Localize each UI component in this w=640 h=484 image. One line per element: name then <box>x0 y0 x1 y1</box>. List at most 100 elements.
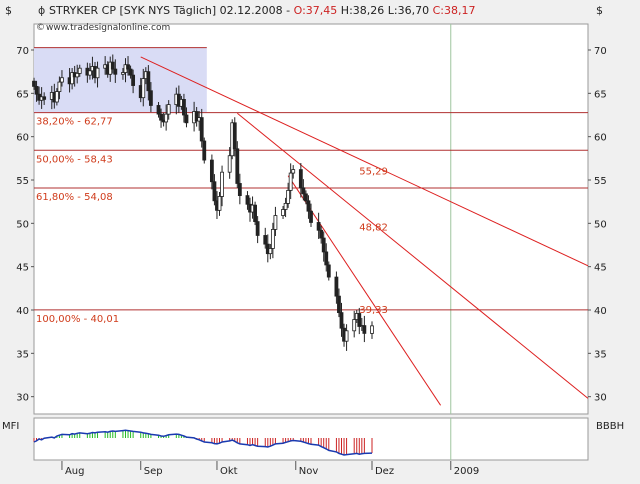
y-tick-label-left: 30 <box>16 393 29 404</box>
candle-body <box>319 229 324 239</box>
candle-body <box>362 325 367 334</box>
fib-label: 50,00% - 58,43 <box>36 154 113 165</box>
trend-label: 55,29 <box>359 166 388 177</box>
fibonacci-layer: 38,20% - 62,77 50,00% - 58,43 61,80% - 54,… <box>34 112 588 325</box>
candle-body <box>306 200 311 212</box>
candle-body <box>321 237 326 253</box>
indicator-label-left: MFI <box>2 421 19 432</box>
trend-label: 39,33 <box>359 305 388 316</box>
y-tick-label-right: 45 <box>594 263 607 274</box>
candle-body <box>326 264 331 278</box>
candle-body <box>316 222 321 231</box>
candle-body <box>166 104 171 115</box>
candles-layer <box>32 54 374 351</box>
candle-body <box>253 204 257 222</box>
candle-body <box>304 193 308 202</box>
candle-body <box>270 228 275 249</box>
candle-body <box>110 61 115 70</box>
candle-body <box>128 68 133 76</box>
candle-body <box>141 78 146 99</box>
candle-body <box>32 80 36 87</box>
header-low: L:36,70 <box>384 4 429 17</box>
y-tick-label-left: 45 <box>16 263 29 274</box>
grid-layer <box>31 24 591 460</box>
candle-body <box>42 96 47 100</box>
currency-right: $ <box>596 4 603 17</box>
x-month-label: Nov <box>299 466 319 477</box>
candle-body <box>339 312 344 329</box>
candle-body <box>212 181 217 202</box>
y-tick-label-left: 65 <box>16 89 29 100</box>
candle-body <box>232 122 237 150</box>
header-title: STRYKER CP [SYK NYS Täglich] 02.12.2008 … <box>49 4 294 17</box>
y-tick-label-right: 35 <box>594 349 607 360</box>
mfi-line <box>33 429 373 456</box>
candle-body <box>156 105 161 115</box>
trendline-layer: 55,29 48,82 39,33 <box>140 56 588 406</box>
candle-body <box>121 72 125 75</box>
header-high: H:38,26 <box>337 4 384 17</box>
x-month-label: Sep <box>144 466 163 477</box>
candle-body <box>298 169 303 189</box>
candle-body <box>352 319 357 332</box>
candle-body <box>245 195 250 205</box>
trend-line <box>140 56 588 267</box>
candle-body <box>126 64 130 70</box>
candle-body <box>131 74 136 86</box>
trend-line <box>236 112 588 399</box>
candle-body <box>148 90 153 106</box>
candle-body <box>182 99 186 116</box>
candle-body <box>77 67 82 74</box>
y-tick-label-right: 55 <box>594 176 607 187</box>
y-tick-label-right: 40 <box>594 306 607 317</box>
x-month-label: Aug <box>65 466 85 477</box>
y-tick-label-right: 30 <box>594 393 607 404</box>
x-month-label: Dez <box>375 466 394 477</box>
candle-body <box>324 251 329 266</box>
lock-icon[interactable]: ϕ <box>38 4 45 17</box>
candle-body <box>255 221 260 236</box>
mfi-layer <box>33 429 373 456</box>
indicator-label-right: BBBH <box>596 421 624 432</box>
candle-body <box>199 117 204 142</box>
candle-body <box>60 77 64 83</box>
trend-line <box>287 175 442 406</box>
y-tick-label-left: 50 <box>16 219 29 230</box>
y-tick-label-right: 60 <box>594 133 607 144</box>
candle-body <box>370 325 374 334</box>
candle-body <box>113 68 118 75</box>
y-tick-label-right: 50 <box>594 219 607 230</box>
candle-body <box>301 187 306 195</box>
candle-body <box>268 248 273 255</box>
axis-layer: 30 30 35 35 40 40 45 45 50 50 55 55 60 60 65 65 70 70 Aug S… <box>16 46 606 477</box>
candle-body <box>88 70 92 76</box>
candle-body <box>159 113 163 121</box>
candle-body <box>146 71 151 92</box>
fib-label: 61,80% - 54,08 <box>36 192 113 203</box>
candle-body <box>344 330 349 342</box>
y-tick-label-right: 70 <box>594 46 607 57</box>
y-tick-label-left: 55 <box>16 176 29 187</box>
candle-body <box>202 140 207 161</box>
y-tick-label-left: 70 <box>16 46 29 57</box>
candle-body <box>95 67 100 79</box>
candle-body <box>220 171 224 197</box>
currency-left: $ <box>5 4 12 17</box>
y-tick-label-left: 35 <box>16 349 29 360</box>
chart-header: STRYKER CP [SYK NYS Täglich] 02.12.2008 … <box>49 4 475 17</box>
candle-body <box>334 276 339 297</box>
x-month-label: Okt <box>220 466 238 477</box>
x-month-label: 2009 <box>454 466 479 477</box>
candle-body <box>217 196 222 211</box>
candle-body <box>309 210 313 223</box>
candle-body <box>54 91 59 103</box>
fib-label: 100,00% - 40,01 <box>36 314 119 325</box>
y-tick-label-right: 65 <box>594 89 607 100</box>
candle-body <box>194 111 199 122</box>
fib-label: 38,20% - 62,77 <box>36 117 113 128</box>
candle-body <box>357 313 362 327</box>
watermark: www.tradesignalonline.com <box>46 23 170 33</box>
candle-body <box>291 169 296 174</box>
